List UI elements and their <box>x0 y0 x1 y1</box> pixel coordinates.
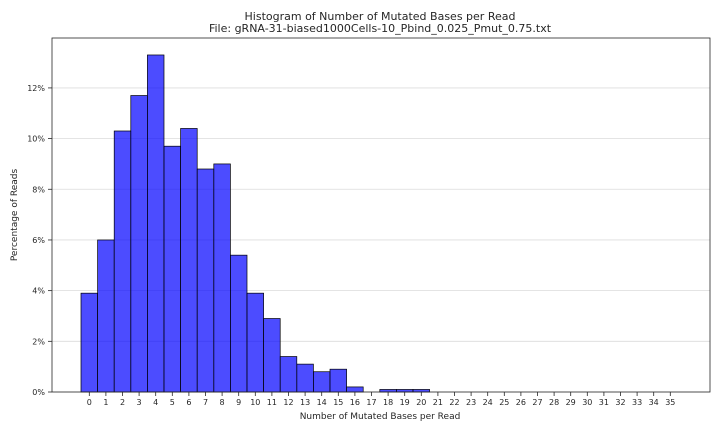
x-tick-label: 18 <box>383 398 393 407</box>
y-tick-label: 6% <box>32 236 45 245</box>
x-tick-label: 0 <box>87 398 92 407</box>
x-tick-label: 7 <box>203 398 208 407</box>
histogram-bar <box>230 254 248 393</box>
x-tick-label: 1 <box>103 398 108 407</box>
x-tick-label: 35 <box>665 398 675 407</box>
y-axis-label: Percentage of Reads <box>10 169 20 262</box>
histogram-bar <box>147 54 165 393</box>
x-tick-label: 12 <box>283 398 293 407</box>
x-tick-label: 9 <box>236 398 241 407</box>
histogram-bar <box>296 363 314 393</box>
x-tick-label: 26 <box>516 398 526 407</box>
x-tick-label: 20 <box>416 398 426 407</box>
x-tick-label: 21 <box>433 398 443 407</box>
histogram-bar <box>346 386 364 393</box>
histogram-bar <box>97 239 115 393</box>
x-tick-label: 29 <box>566 398 576 407</box>
histogram-bar <box>80 292 98 393</box>
x-tick-label: 31 <box>599 398 609 407</box>
histogram-bar <box>180 128 198 393</box>
x-tick-label: 8 <box>220 398 225 407</box>
y-tick-label: 12% <box>27 84 45 93</box>
x-tick-label: 3 <box>137 398 142 407</box>
x-tick-label: 32 <box>615 398 625 407</box>
histogram-bar <box>263 318 281 393</box>
x-tick-label: 4 <box>153 398 158 407</box>
histogram-bar <box>313 371 331 393</box>
x-tick-label: 28 <box>549 398 559 407</box>
x-tick-label: 2 <box>120 398 125 407</box>
bars <box>80 54 430 393</box>
x-tick-label: 15 <box>333 398 343 407</box>
x-tick-label: 5 <box>170 398 175 407</box>
y-tick-label: 0% <box>32 388 45 397</box>
histogram-bar <box>279 356 298 393</box>
x-tick-label: 16 <box>350 398 360 407</box>
chart-subtitle: File: gRNA-31-biased1000Cells-10_Pbind_0… <box>209 22 552 35</box>
x-tick-label: 14 <box>317 398 327 407</box>
x-tick-label: 23 <box>466 398 476 407</box>
histogram-bar <box>113 130 132 393</box>
y-tick-label: 4% <box>32 287 45 296</box>
histogram-bar <box>246 292 264 393</box>
histogram-bar <box>213 163 231 393</box>
y-tick-label: 10% <box>27 135 45 144</box>
histogram-bar <box>196 168 215 393</box>
x-tick-label: 33 <box>632 398 642 407</box>
x-tick-label: 24 <box>483 398 493 407</box>
histogram-bar <box>329 368 347 393</box>
x-tick-label: 22 <box>449 398 459 407</box>
x-tick-label: 19 <box>400 398 410 407</box>
x-axis-label: Number of Mutated Bases per Read <box>300 412 461 422</box>
x-tick-label: 10 <box>250 398 260 407</box>
histogram-bar <box>163 145 181 393</box>
x-tick-label: 25 <box>499 398 509 407</box>
x-tick-label: 13 <box>300 398 310 407</box>
x-tick-label: 11 <box>267 398 277 407</box>
x-tick-label: 6 <box>186 398 191 407</box>
x-tick-label: 34 <box>649 398 659 407</box>
x-tick-label: 27 <box>532 398 542 407</box>
plot-frame <box>51 37 711 393</box>
y-tick-label: 8% <box>32 185 45 194</box>
x-tick-label: 17 <box>366 398 376 407</box>
y-axis-ticks: 0% 2% 4% 6% 8% 10% 12% <box>27 84 52 397</box>
x-axis-ticks: 0 1 2 3 4 5 6 7 8 9 10 11 12 13 14 15 16 17 18 19 20 21 22 23 24… <box>87 392 675 407</box>
chart-title: Histogram of Number of Mutated Bases per… <box>245 10 516 23</box>
y-tick-label: 2% <box>32 337 45 346</box>
x-tick-label: 30 <box>582 398 592 407</box>
histogram-bar <box>130 95 148 393</box>
